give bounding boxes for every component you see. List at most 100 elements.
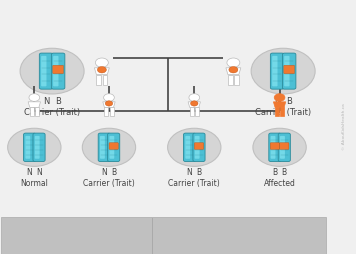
Point [33, 148, 38, 151]
Polygon shape [188, 102, 200, 107]
Point [271, 66, 275, 69]
Text: B: B [197, 168, 201, 177]
Point [24, 153, 28, 156]
Point [271, 80, 275, 83]
Text: B: B [286, 97, 292, 105]
Point [40, 73, 44, 76]
Point [191, 143, 195, 146]
Text: Carrier (Trait): Carrier (Trait) [83, 179, 135, 187]
Point [99, 153, 103, 156]
Circle shape [98, 67, 106, 73]
FancyBboxPatch shape [53, 56, 58, 86]
Point [52, 73, 56, 76]
Polygon shape [226, 68, 241, 75]
Point [31, 148, 35, 151]
Polygon shape [190, 107, 194, 116]
Point [291, 60, 295, 63]
Point [191, 148, 195, 151]
Point [286, 143, 290, 146]
Point [184, 153, 188, 156]
Point [283, 60, 287, 63]
Polygon shape [195, 107, 199, 116]
FancyBboxPatch shape [270, 53, 284, 89]
FancyBboxPatch shape [35, 136, 40, 159]
Text: N: N [27, 168, 32, 177]
Point [41, 143, 45, 146]
Circle shape [105, 101, 113, 106]
Point [41, 153, 45, 156]
FancyBboxPatch shape [195, 136, 200, 159]
Circle shape [253, 128, 306, 166]
Point [276, 143, 281, 146]
FancyBboxPatch shape [108, 133, 120, 162]
Text: N: N [101, 168, 107, 177]
Text: NORMAL GENE: NORMAL GENE [42, 234, 112, 243]
Circle shape [189, 94, 200, 101]
Polygon shape [234, 75, 239, 85]
Point [279, 66, 283, 69]
FancyBboxPatch shape [278, 133, 290, 162]
FancyBboxPatch shape [109, 136, 114, 159]
FancyBboxPatch shape [51, 53, 65, 89]
Point [184, 143, 188, 146]
Point [40, 60, 44, 63]
Circle shape [227, 58, 240, 67]
Point [106, 143, 110, 146]
Point [291, 66, 295, 69]
Point [41, 148, 45, 151]
FancyBboxPatch shape [194, 143, 204, 149]
Point [48, 73, 52, 76]
Point [279, 80, 283, 83]
Point [283, 73, 287, 76]
FancyBboxPatch shape [109, 143, 118, 149]
Text: B = CHROMOSOME WITH BETA: B = CHROMOSOME WITH BETA [154, 220, 300, 229]
Point [60, 80, 64, 83]
Point [184, 138, 188, 141]
Text: THALASSEMIA GENE: THALASSEMIA GENE [179, 234, 276, 243]
Text: N = CHROMOSOME WITH: N = CHROMOSOME WITH [17, 220, 137, 229]
FancyBboxPatch shape [39, 53, 53, 89]
Polygon shape [228, 75, 232, 85]
Point [40, 66, 44, 69]
Point [184, 148, 188, 151]
Point [52, 60, 56, 63]
Point [108, 148, 112, 151]
FancyBboxPatch shape [272, 56, 278, 86]
Point [99, 138, 103, 141]
Point [33, 143, 38, 146]
Circle shape [8, 128, 61, 166]
FancyBboxPatch shape [280, 143, 289, 149]
Point [115, 148, 119, 151]
Point [52, 80, 56, 83]
Text: © AbouKidsHealth.ca: © AbouKidsHealth.ca [342, 104, 346, 150]
Polygon shape [96, 75, 101, 85]
FancyBboxPatch shape [270, 143, 279, 149]
Circle shape [104, 94, 114, 101]
Text: B: B [282, 168, 287, 177]
Point [31, 153, 35, 156]
Point [271, 73, 275, 76]
Point [48, 60, 52, 63]
Point [269, 148, 273, 151]
FancyBboxPatch shape [98, 133, 110, 162]
Text: N: N [36, 168, 42, 177]
Point [193, 143, 198, 146]
Point [115, 153, 119, 156]
Polygon shape [280, 107, 284, 116]
Point [60, 73, 64, 76]
Circle shape [190, 101, 198, 106]
FancyBboxPatch shape [53, 65, 63, 74]
Point [279, 148, 283, 151]
Polygon shape [94, 68, 109, 75]
Polygon shape [35, 107, 39, 116]
Point [31, 143, 35, 146]
Point [48, 66, 52, 69]
Text: Carrier (Trait): Carrier (Trait) [255, 108, 311, 117]
Point [279, 138, 283, 141]
Polygon shape [30, 107, 34, 116]
Circle shape [95, 58, 108, 67]
Point [200, 148, 205, 151]
Point [60, 66, 64, 69]
FancyBboxPatch shape [271, 136, 276, 159]
Point [106, 153, 110, 156]
